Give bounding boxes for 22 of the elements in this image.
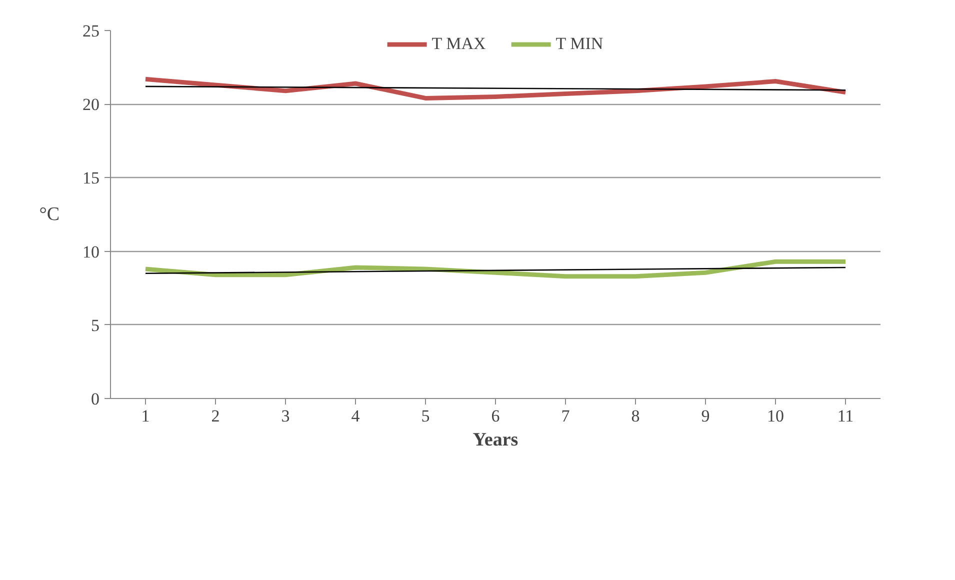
legend-label: T MAX [432, 34, 486, 54]
y-tick-label: 10 [82, 242, 100, 262]
y-tick-label: 5 [91, 316, 100, 335]
x-tick-label: 4 [351, 406, 360, 426]
x-tick-label: 6 [491, 406, 500, 426]
x-tick-label: 2 [211, 406, 220, 426]
line-series [143, 76, 848, 100]
x-tick-label: 5 [421, 406, 430, 426]
x-tick-label: 3 [281, 406, 290, 426]
x-tick-label: 11 [837, 406, 854, 426]
y-tick-label: 25 [82, 22, 100, 40]
x-tick-label: 10 [767, 406, 784, 426]
x-tick-label: 9 [701, 406, 710, 426]
y-tick-label: 15 [82, 168, 100, 188]
x-tick-label: 1 [141, 406, 150, 426]
x-axis-title: Years [472, 430, 518, 450]
x-tick-label: 8 [631, 406, 640, 426]
y-axis-title: °C [39, 204, 60, 225]
legend-label: T MIN [556, 34, 604, 54]
y-tick-label: 0 [91, 390, 100, 408]
y-tick-label: 20 [82, 95, 100, 114]
x-tick-label: 7 [561, 406, 570, 426]
